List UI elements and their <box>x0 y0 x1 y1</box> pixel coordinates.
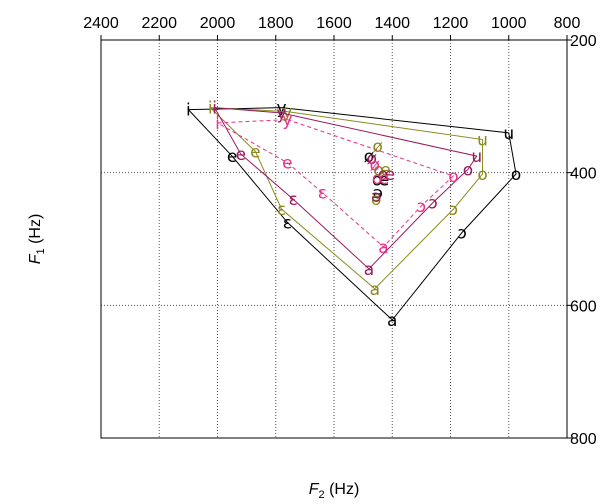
vowel-point: ɛ <box>318 184 327 204</box>
y-axis-title: F1 (Hz) <box>27 214 47 265</box>
vowel-point: ə <box>371 187 381 207</box>
vowel-point: ɛ <box>283 213 292 233</box>
vowel-point: œ <box>372 170 389 190</box>
vowel-point: o <box>511 165 521 185</box>
vowel-series-1: i y u e o ɛ ɔ a øœə <box>186 99 521 331</box>
vowel-series-4: i y e o ɛ ɔ a øœ <box>215 111 458 258</box>
vowel-point: e <box>236 145 246 165</box>
x-tick-label: 1400 <box>374 15 410 32</box>
vowel-point: œ <box>378 165 395 185</box>
x-tick-label: 2000 <box>200 15 236 32</box>
y-tick-label: 200 <box>570 33 597 50</box>
vowel-point: ɔ <box>449 200 458 220</box>
vowel-point: o <box>477 165 487 185</box>
vowel-point: œ <box>373 160 390 180</box>
vowel-polygon <box>217 119 455 248</box>
vowel-point: ə <box>372 184 382 204</box>
vowel-point: i <box>186 101 191 121</box>
vowel-polygon <box>188 107 517 321</box>
vowel-point: ə <box>371 190 381 210</box>
axis-ticks: 2400 2200 2000 1800 1600 1400 1200 1000 80020040… <box>83 15 597 448</box>
vowel-point: ø <box>364 147 374 167</box>
x-tick-label: 1600 <box>316 15 352 32</box>
vowel-point: i <box>215 114 220 134</box>
vowel-point: ø <box>367 149 377 169</box>
vowel-point: u <box>471 147 482 167</box>
vowel-point: i <box>208 99 213 119</box>
vowel-point: a <box>364 260 374 280</box>
vowel-point: y <box>277 99 287 119</box>
vowel-point: e <box>250 142 260 162</box>
x-tick-label: 1800 <box>258 15 294 32</box>
vowel-point: y <box>277 104 287 124</box>
x-tick-label: 2400 <box>83 15 119 32</box>
vowel-point: ø <box>372 137 382 157</box>
y-tick-label: 400 <box>570 166 597 183</box>
x-tick-label: 800 <box>554 15 581 32</box>
vowel-series-2: i y u e o ɛ ɔ a øœə <box>208 99 488 300</box>
x-tick-label: 1200 <box>433 15 469 32</box>
vowel-point: a <box>370 280 380 300</box>
x-tick-label: 2200 <box>141 15 177 32</box>
x-axis-title: F2 (Hz) <box>309 481 360 501</box>
vowel-point: y <box>282 103 292 123</box>
vowel-point: ɔ <box>457 223 466 243</box>
vowel-point: y <box>282 111 292 131</box>
vowel-point: o <box>448 167 458 187</box>
vowel-point: a <box>387 311 397 331</box>
y-tick-label: 800 <box>570 431 597 448</box>
vowel-point: e <box>282 154 292 174</box>
vowel-series-3: i y u e o ɛ ɔ a øœə <box>212 99 482 280</box>
vowel-point: i <box>212 99 217 119</box>
vowel-point: ɛ <box>277 200 286 220</box>
vowel-point: ø <box>370 156 380 176</box>
vowel-point: ɔ <box>417 197 426 217</box>
x-tick-label: 1000 <box>491 15 527 32</box>
vowel-point: œ <box>372 169 389 189</box>
vowel-polygon <box>214 107 478 270</box>
vowel-point: e <box>227 147 237 167</box>
vowel-point: ɔ <box>428 194 437 214</box>
vowel-point: u <box>477 131 488 151</box>
vowel-polygon <box>209 107 484 290</box>
grid <box>101 40 567 438</box>
vowel-point: u <box>503 124 514 144</box>
vowel-point: ɛ <box>289 190 298 210</box>
vowel-point: a <box>378 238 388 258</box>
y-tick-label: 600 <box>570 298 597 315</box>
vowel-point: o <box>463 160 473 180</box>
